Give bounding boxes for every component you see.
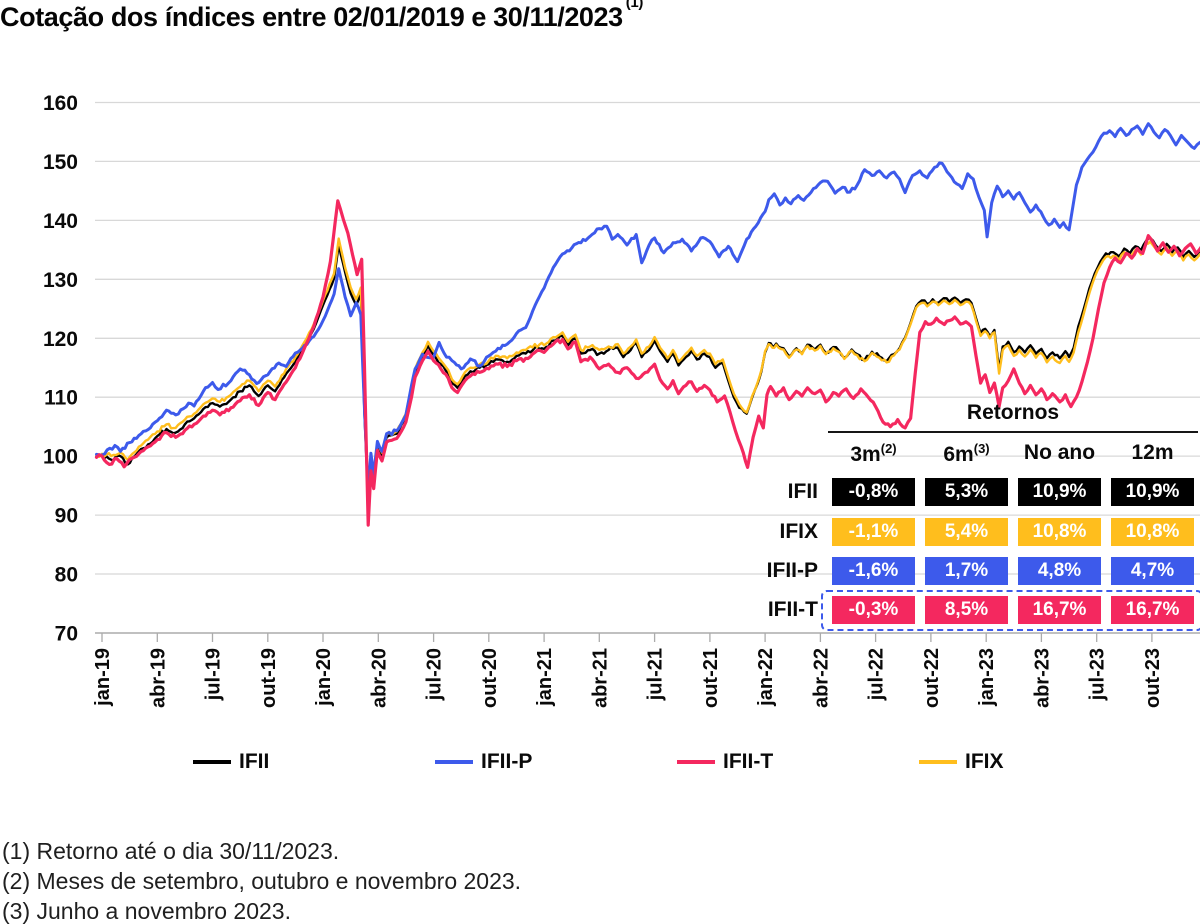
legend-label: IFII-T xyxy=(723,750,774,773)
column-footnote-ref: (3) xyxy=(973,441,990,456)
returns-row-ifii-t: -0,3% 8,5% 16,7% 16,7% xyxy=(827,596,1199,624)
page-title-text: Cotação dos índices entre 02/01/2019 e 3… xyxy=(0,2,623,32)
y-axis-tick-label: 160 xyxy=(43,92,78,115)
y-axis-tick-label: 70 xyxy=(55,623,78,646)
y-axis-tick-label: 110 xyxy=(44,387,78,410)
legend-line-swatch xyxy=(919,760,957,764)
legend-label: IFII-P xyxy=(481,750,533,773)
footnote-3: (3) Junho a novembro 2023. xyxy=(2,898,291,924)
return-value-cell: 10,8% xyxy=(1018,518,1101,546)
x-axis-tick-label: abr-22 xyxy=(810,648,832,708)
x-axis-tick-label: jan-20 xyxy=(313,648,335,707)
returns-row-label-ifii-p: IFII-P xyxy=(766,559,818,582)
returns-row-label-ifii-t: IFII-T xyxy=(767,598,818,621)
legend-item-ifii-p: IFII-P xyxy=(435,746,532,778)
return-value-cell: 5,4% xyxy=(925,518,1008,546)
return-value-cell: 4,7% xyxy=(1111,557,1194,585)
return-value-cell: 16,7% xyxy=(1111,596,1194,624)
legend-label: IFIX xyxy=(965,750,1004,773)
x-axis-tick-label: jan-23 xyxy=(976,648,998,707)
returns-table-title: Retornos xyxy=(966,401,1060,424)
x-axis-tick-label: jan-19 xyxy=(92,648,114,707)
page-title: Cotação dos índices entre 02/01/2019 e 3… xyxy=(0,0,644,33)
x-axis-tick-label: abr-21 xyxy=(589,648,611,708)
return-value-cell: 16,7% xyxy=(1018,596,1101,624)
returns-row-ifii-p: -1,6% 1,7% 4,8% 4,7% xyxy=(827,557,1199,585)
x-axis-tick-label: out-22 xyxy=(921,648,943,708)
return-value-cell: 1,7% xyxy=(925,557,1008,585)
footnotes: (1) Retorno até o dia 30/11/2023. (2) Me… xyxy=(2,836,521,924)
footnote-2: (2) Meses de setembro, outubro e novembr… xyxy=(2,868,522,894)
x-axis-tick-label: out-20 xyxy=(479,648,501,708)
x-axis-tick-label: abr-19 xyxy=(147,648,169,708)
legend-line-swatch xyxy=(193,760,231,764)
x-axis-tick-label: jan-21 xyxy=(534,648,556,707)
returns-column-header: 3m(2) xyxy=(850,441,897,466)
return-value-cell: 5,3% xyxy=(925,478,1008,506)
y-axis-tick-label: 130 xyxy=(43,269,78,292)
legend-line-swatch xyxy=(677,760,715,764)
y-axis-tick-label: 120 xyxy=(43,328,78,351)
y-axis-tick-label: 150 xyxy=(43,151,78,174)
return-value-cell: -0,8% xyxy=(832,478,915,506)
returns-column-header: 12m xyxy=(1131,441,1174,464)
returns-row-label-ifix: IFIX xyxy=(779,520,818,543)
y-axis-tick-label: 140 xyxy=(43,210,78,233)
returns-row-ifii: -0,8% 5,3% 10,9% 10,9% xyxy=(827,478,1199,506)
x-axis-tick-label: abr-20 xyxy=(368,648,390,708)
return-value-cell: -1,1% xyxy=(832,518,915,546)
x-axis-tick-label: jul-21 xyxy=(645,648,667,701)
series-line-ifii-p xyxy=(95,122,1200,495)
return-value-cell: -1,6% xyxy=(832,557,915,585)
returns-row-ifix: -1,1% 5,4% 10,8% 10,8% xyxy=(827,518,1199,546)
x-axis-tick-label: jul-19 xyxy=(203,648,225,701)
x-axis-tick-label: abr-23 xyxy=(1031,648,1053,708)
chart-legend: IFII IFII-P IFII-T IFIX xyxy=(0,746,1200,778)
x-axis-tick-label: out-23 xyxy=(1142,648,1164,708)
x-axis-tick-label: out-21 xyxy=(700,648,722,708)
return-value-cell: 8,5% xyxy=(925,596,1008,624)
page-title-footnote-ref: (1) xyxy=(625,0,644,11)
return-value-cell: 10,9% xyxy=(1018,478,1101,506)
y-axis-tick-label: 100 xyxy=(43,446,78,469)
line-chart: 160 150 140 130 120 110 100 90 80 70 jan-19 abr-19 j… xyxy=(43,92,1200,708)
return-value-cell: -0,3% xyxy=(832,596,915,624)
returns-table-header-row: 3m(2) 6m(3) No ano 12m xyxy=(827,441,1199,467)
x-axis-tick-label: jul-22 xyxy=(866,648,888,701)
legend-label: IFII xyxy=(239,750,270,773)
ifii-t-highlight-border xyxy=(821,590,1200,631)
series-line-ifii-t xyxy=(94,199,1200,527)
legend-item-ifii: IFII xyxy=(193,746,269,778)
returns-table-underline xyxy=(828,431,1198,433)
return-value-cell: 10,8% xyxy=(1111,518,1194,546)
legend-line-swatch xyxy=(435,760,473,764)
x-axis-tick-label: jul-23 xyxy=(1087,648,1109,701)
y-axis-tick-label: 80 xyxy=(55,564,78,587)
series-line-ifix xyxy=(95,237,1200,501)
y-axis-tick-label: 90 xyxy=(55,505,78,528)
returns-row-label-ifii: IFII xyxy=(787,480,818,503)
return-value-cell: 4,8% xyxy=(1018,557,1101,585)
footnote-1: (1) Retorno até o dia 30/11/2023. xyxy=(2,838,340,864)
x-axis-tick-label: jan-22 xyxy=(755,648,777,707)
legend-item-ifix: IFIX xyxy=(919,746,1004,778)
x-axis-tick-label: out-19 xyxy=(258,648,280,708)
legend-item-ifii-t: IFII-T xyxy=(677,746,773,778)
x-axis-tick-label: jul-20 xyxy=(424,648,446,701)
return-value-cell: 10,9% xyxy=(1111,478,1194,506)
returns-column-header: No ano xyxy=(1023,441,1096,464)
column-footnote-ref: (2) xyxy=(880,441,897,456)
returns-column-header: 6m(3) xyxy=(943,441,990,466)
